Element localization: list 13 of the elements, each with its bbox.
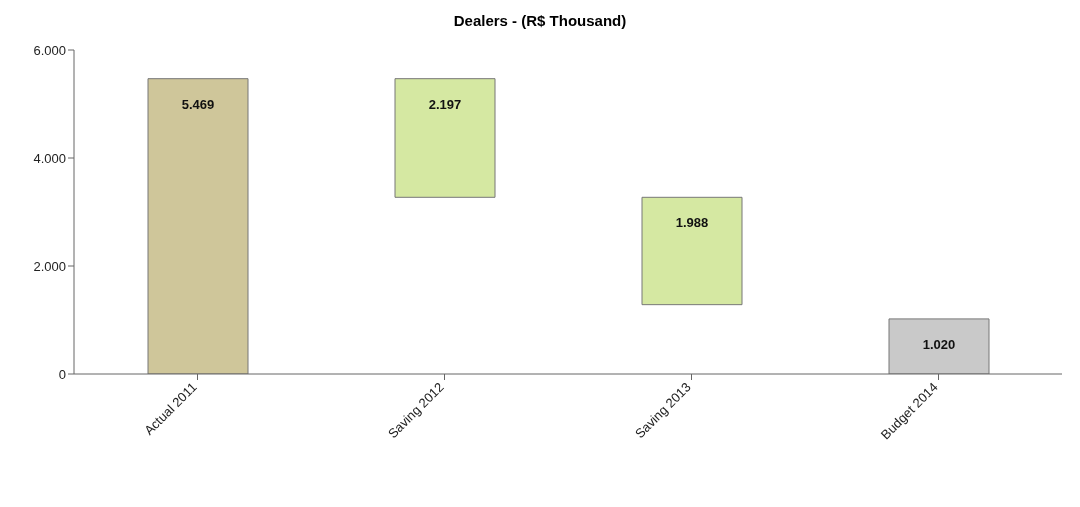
bar bbox=[147, 78, 249, 374]
y-tick-label: 2.000 bbox=[33, 258, 66, 274]
y-tick-label: 0 bbox=[58, 366, 66, 382]
data-label: 1.020 bbox=[922, 336, 956, 352]
bar bbox=[394, 78, 496, 198]
chart-title: Dealers - (R$ Thousand) bbox=[452, 12, 628, 31]
data-label: 5.469 bbox=[181, 96, 215, 112]
data-label: 2.197 bbox=[428, 96, 462, 112]
y-tick-label: 4.000 bbox=[33, 150, 66, 166]
y-tick-label: 6.000 bbox=[33, 42, 66, 58]
bar bbox=[888, 318, 990, 374]
data-label: 1.988 bbox=[675, 215, 709, 231]
bar bbox=[641, 196, 743, 306]
